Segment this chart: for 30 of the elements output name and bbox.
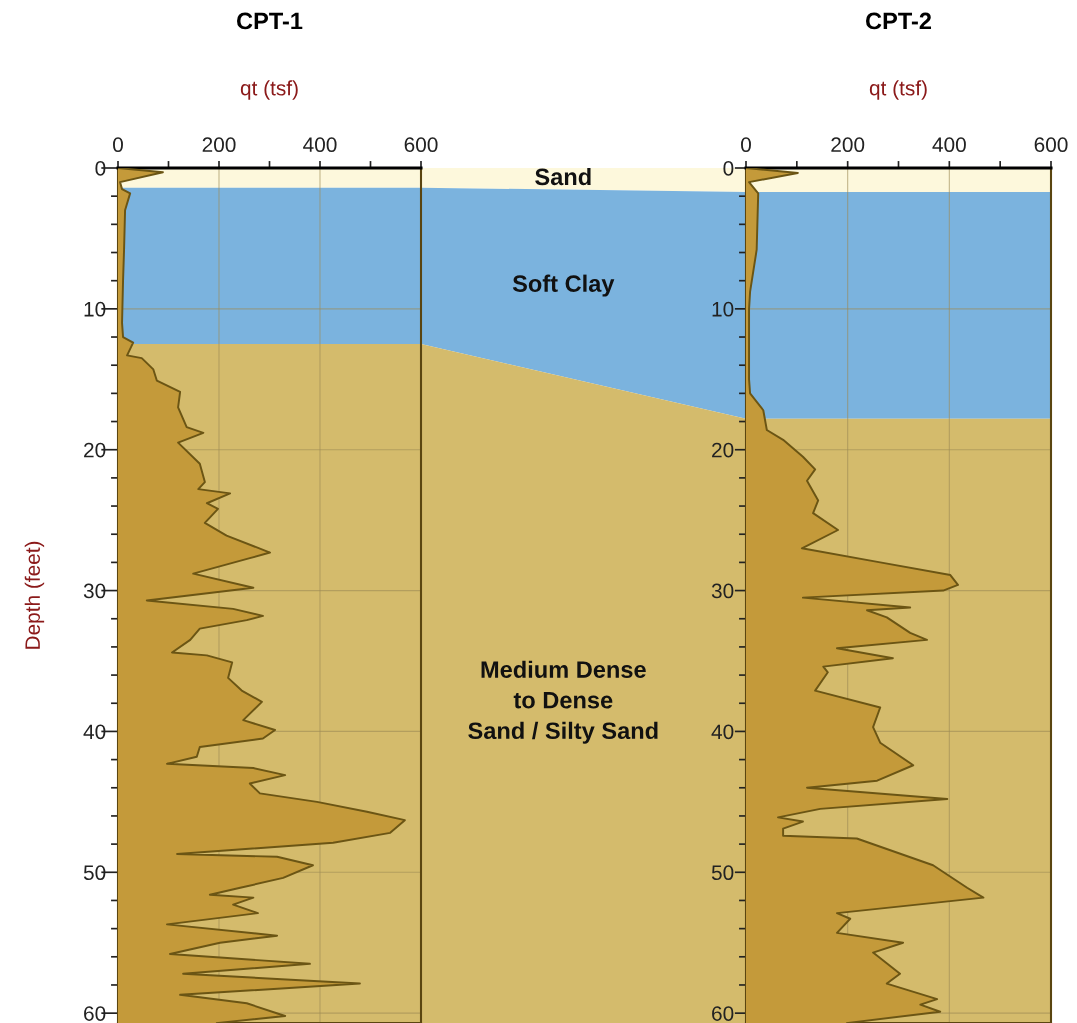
text: Sand (535, 167, 591, 186)
y-tick-label: 60 (84, 1006, 106, 1021)
x-tick-label: 400 (303, 137, 337, 153)
y-tick-label: 0 (95, 161, 106, 176)
y-tick-label: 30 (83, 583, 106, 599)
y-tick-label: 40 (711, 724, 734, 740)
x-tick-label: 400 (932, 137, 966, 153)
y-tick-label: 30 (711, 583, 734, 599)
chart-title: CPT-2 (866, 12, 932, 30)
y-tick-label: 40 (83, 724, 106, 740)
y-tick-label: 0 (723, 161, 734, 176)
y-tick-label: 50 (711, 865, 734, 881)
x-tick-label: 0 (113, 137, 123, 153)
x-tick-label: 200 (202, 137, 236, 153)
text: Soft Clay (512, 274, 615, 297)
x-tick-label: 0 (741, 137, 751, 153)
y-tick-label: 10 (712, 301, 734, 317)
y-axis-title: Depth (feet) (24, 541, 45, 649)
y-tick-label: 50 (83, 865, 106, 881)
text: Medium Dense to Dense Sand / Silty Sand (468, 660, 658, 744)
x-tick-label: 600 (1034, 137, 1068, 153)
x-tick-label: 600 (404, 137, 438, 153)
y-tick-label: 20 (712, 442, 734, 458)
x-axis-title: qt (tsf) (240, 80, 298, 100)
y-tick-label: 20 (84, 442, 106, 458)
x-tick-label: 200 (831, 137, 865, 153)
x-axis-title: qt (tsf) (869, 80, 927, 100)
y-tick-label: 60 (712, 1006, 734, 1021)
y-tick-label: 10 (84, 301, 106, 317)
chart-title: CPT-1 (237, 12, 303, 30)
